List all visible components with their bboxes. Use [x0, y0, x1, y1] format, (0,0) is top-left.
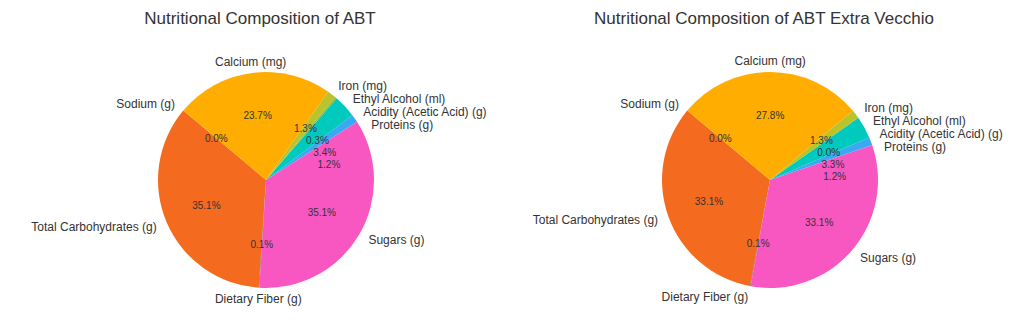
svg-text:0.0%: 0.0% — [205, 133, 228, 144]
svg-text:3.4%: 3.4% — [313, 147, 336, 158]
svg-text:1.3%: 1.3% — [294, 123, 317, 134]
svg-text:Sugars (g): Sugars (g) — [860, 251, 916, 265]
svg-text:1.3%: 1.3% — [810, 135, 833, 146]
svg-text:Sodium (g): Sodium (g) — [116, 97, 175, 111]
svg-text:23.7%: 23.7% — [243, 110, 271, 121]
svg-text:Proteins (g): Proteins (g) — [371, 118, 433, 132]
html-text:Nutritional Composition of ABT: Nutritional Composition of ABT Extra Vec… — [594, 9, 934, 28]
svg-text:Calcium (mg): Calcium (mg) — [215, 55, 286, 69]
svg-text:Dietary Fiber (g): Dietary Fiber (g) — [215, 292, 302, 306]
svg-text:0.1%: 0.1% — [250, 239, 273, 250]
svg-text:Total Carbohydrates (g): Total Carbohydrates (g) — [31, 220, 156, 234]
svg-text:Acidity (Acetic Acid) (g): Acidity (Acetic Acid) (g) — [879, 127, 1002, 141]
svg-text:Ethyl Alcohol (ml): Ethyl Alcohol (ml) — [873, 114, 966, 128]
svg-text:Total Carbohydrates (g): Total Carbohydrates (g) — [533, 213, 658, 227]
svg-text:33.1%: 33.1% — [805, 217, 833, 228]
svg-text:0.3%: 0.3% — [306, 135, 329, 146]
svg-text:Proteins (g): Proteins (g) — [884, 140, 946, 154]
svg-text:Sugars (g): Sugars (g) — [368, 233, 424, 247]
svg-text:35.1%: 35.1% — [192, 200, 220, 211]
svg-text:Iron (mg): Iron (mg) — [338, 79, 387, 93]
svg-text:Iron (mg): Iron (mg) — [864, 101, 913, 115]
svg-text:Calcium (mg): Calcium (mg) — [735, 54, 806, 68]
svg-text:0.1%: 0.1% — [747, 238, 770, 249]
svg-text:33.1%: 33.1% — [695, 196, 723, 207]
html-text:Nutritional Composition of ABT: Nutritional Composition of ABT — [144, 9, 376, 28]
svg-text:Sodium (g): Sodium (g) — [620, 97, 679, 111]
svg-text:1.2%: 1.2% — [318, 159, 341, 170]
svg-text:Dietary Fiber (g): Dietary Fiber (g) — [662, 290, 749, 304]
svg-text:Ethyl Alcohol (ml): Ethyl Alcohol (ml) — [353, 92, 446, 106]
svg-text:3.3%: 3.3% — [822, 159, 845, 170]
svg-text:1.2%: 1.2% — [823, 171, 846, 182]
svg-text:Acidity (Acetic Acid) (g): Acidity (Acetic Acid) (g) — [363, 105, 486, 119]
svg-text:0.0%: 0.0% — [817, 147, 840, 158]
svg-text:0.0%: 0.0% — [709, 133, 732, 144]
svg-text:35.1%: 35.1% — [308, 207, 336, 218]
svg-text:27.8%: 27.8% — [756, 110, 784, 121]
